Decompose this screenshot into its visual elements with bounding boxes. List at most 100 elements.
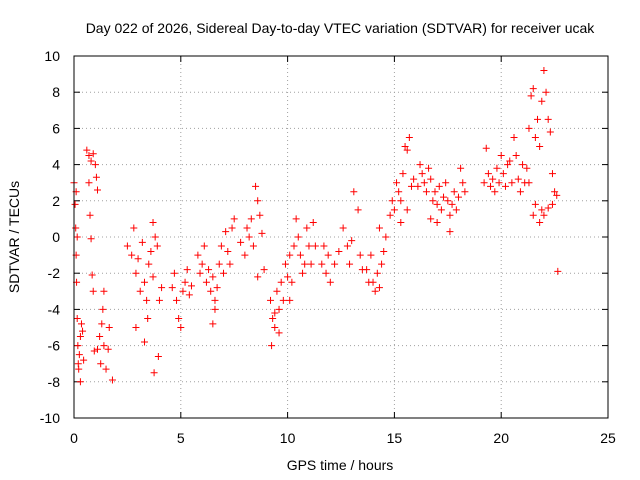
data-point [354,206,362,214]
data-point [422,188,430,196]
data-point [147,247,155,255]
data-point [220,269,228,277]
data-point [294,233,302,241]
data-point [489,175,497,183]
data-point [301,260,309,268]
data-point [76,378,84,386]
data-point [85,179,93,187]
data-point [136,287,144,295]
data-point [267,296,275,304]
data-point [83,146,91,154]
data-point [145,260,153,268]
data-point [144,314,152,322]
data-point [305,242,313,250]
data-point [258,229,266,237]
data-point [378,260,386,268]
data-point [444,197,452,205]
data-point [185,291,193,299]
data-point [205,266,213,274]
x-tick-label: 25 [600,430,616,446]
data-point [410,175,418,183]
data-point [540,211,548,219]
y-tick-label: 8 [52,84,60,100]
data-point [91,161,99,169]
data-point [480,179,488,187]
data-point [260,266,268,274]
data-point [452,206,460,214]
data-point [548,200,556,208]
data-point [92,173,100,181]
data-point [150,369,158,377]
y-tick-label: -6 [48,338,61,354]
data-point [271,324,279,331]
data-point [405,133,413,141]
x-tick-label: 5 [177,430,185,446]
data-point [86,211,94,219]
data-point [75,351,83,359]
data-point [299,269,307,277]
data-point [435,182,443,190]
data-point [548,170,556,178]
data-point [100,342,108,350]
data-point [269,314,277,322]
data-point [93,186,101,194]
data-point [390,206,398,214]
data-point [371,287,379,295]
data-point [213,284,221,292]
data-point [215,260,223,268]
data-point [249,242,257,250]
data-point [200,242,208,250]
data-point [429,197,437,205]
data-point [448,200,456,208]
data-point [523,164,531,172]
data-point [454,193,462,201]
data-point [96,333,104,341]
data-point [525,124,533,132]
data-point [508,179,516,187]
data-point [175,314,183,322]
data-point [170,269,178,277]
data-point [87,235,95,243]
data-point [482,144,490,152]
data-point [536,143,544,150]
data-point [277,278,285,286]
data-point [209,273,217,281]
y-axis-label: SDTVAR / TECUs [6,181,22,293]
data-point [506,157,514,165]
data-point [198,260,206,268]
data-point [554,267,562,275]
data-point [542,88,550,96]
data-point [510,133,518,141]
data-point [73,233,81,241]
data-point [99,305,107,313]
data-point [79,327,87,335]
data-point [254,197,262,205]
data-point [348,237,356,245]
data-point [529,211,537,219]
data-point [286,296,294,304]
data-point [168,284,176,292]
data-point [339,224,347,232]
chart-title: Day 022 of 2026, Sidereal Day-to-day VTE… [86,20,596,36]
data-point [97,360,105,368]
data-point [76,333,84,341]
data-point [90,347,98,355]
data-point [123,242,131,250]
data-point [87,157,95,165]
data-point [397,219,405,227]
data-point [380,247,388,255]
data-point [132,269,140,277]
data-point [303,224,311,232]
data-point [461,188,469,196]
data-point [493,164,501,172]
data-point [446,228,454,236]
data-point [401,143,409,150]
data-point [275,305,283,313]
data-point [102,365,110,373]
data-point [540,66,548,74]
y-tick-label: 2 [52,193,60,209]
data-point [531,133,539,141]
data-point [89,150,97,158]
data-point [395,188,403,196]
data-point [538,206,546,214]
